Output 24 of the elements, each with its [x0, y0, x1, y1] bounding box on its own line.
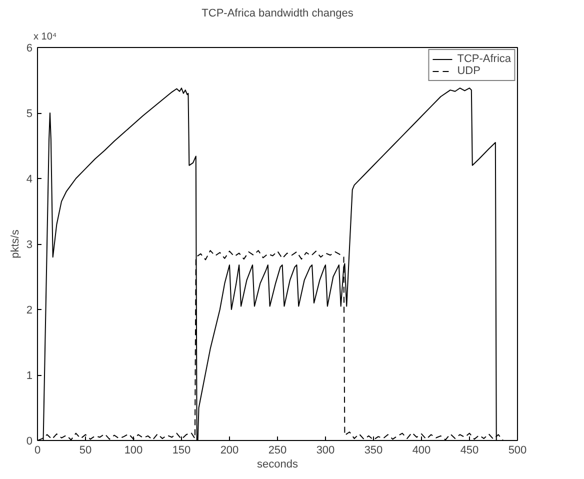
y-axis-title: pkts/s [9, 229, 22, 258]
x-tick-label: 300 [316, 444, 335, 456]
x-tick-label: 100 [124, 444, 143, 456]
legend-label: TCP-Africa [457, 53, 511, 65]
x-tick-label: 50 [79, 444, 92, 456]
y-tick-label: 5 [26, 108, 33, 120]
x-tick-label: 0 [34, 444, 41, 456]
y-tick-label: 1 [26, 370, 33, 382]
x-tick-label: 200 [220, 444, 239, 456]
legend-label: UDP [457, 65, 480, 77]
x-tick-label: 400 [412, 444, 431, 456]
y-tick-label: 0 [26, 436, 33, 448]
x-tick-label: 150 [172, 444, 191, 456]
x-tick-label: 250 [268, 444, 287, 456]
y-tick-label: 3 [26, 239, 33, 251]
text: x 10⁴ [34, 32, 57, 42]
y-tick-label: 6 [26, 42, 33, 54]
y-tick-label: 4 [26, 174, 33, 186]
x-tick-label: 500 [508, 444, 527, 456]
x-tick-label: 450 [460, 444, 479, 456]
x-tick-label: 350 [364, 444, 383, 456]
y-tick-label: 2 [26, 304, 33, 316]
x-axis-title: seconds [257, 458, 298, 470]
chart-title: TCP-Africa bandwidth changes [202, 8, 354, 20]
